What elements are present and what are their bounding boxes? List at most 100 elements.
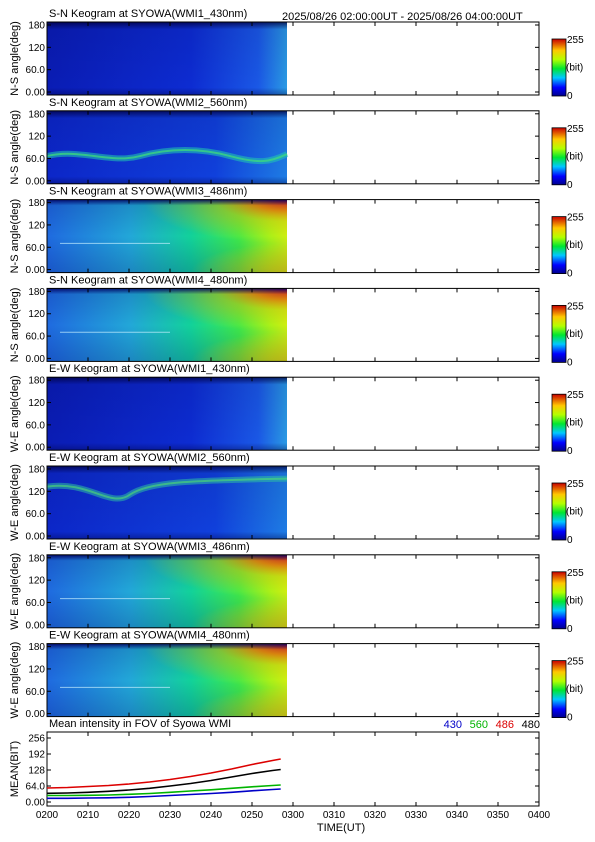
- ytick-label: 0.00: [26, 443, 46, 454]
- time-range-label: 2025/08/26 02:00:00UT - 2025/08/26 04:00…: [282, 11, 523, 23]
- ytick-label: 60.0: [26, 420, 46, 431]
- ytick-label: 120: [28, 220, 45, 231]
- ytick-label: 180: [28, 109, 45, 120]
- colorbar-unit-label: (bit): [566, 63, 583, 74]
- colorbar-unit-label: (bit): [566, 507, 583, 518]
- ytick-label: 0.00: [26, 709, 46, 720]
- xtick-label: 0220: [118, 810, 141, 821]
- ytick-label: 256: [28, 734, 45, 745]
- colorbar: [551, 482, 567, 541]
- keogram-shade: [47, 22, 287, 95]
- xtick-label: 0230: [159, 810, 182, 821]
- keogram-image: [47, 288, 287, 362]
- ytick-label: 0.00: [26, 265, 46, 276]
- panel-title: S-N Keogram at SYOWA(WMI3_486nm): [49, 186, 247, 198]
- colorbar-max-label: 255: [567, 213, 584, 224]
- xtick-label: 0400: [528, 810, 551, 821]
- ytick-label: 120: [28, 398, 45, 409]
- panel-title: E-W Keogram at SYOWA(WMI2_560nm): [49, 452, 250, 464]
- keogram-panel: E-W Keogram at SYOWA(WMI1_430nm) 180 120 60…: [9, 363, 584, 457]
- colorbar-unit-label: (bit): [566, 595, 583, 606]
- ytick-label: 60.0: [26, 154, 46, 165]
- ytick-label: 128: [28, 766, 45, 777]
- series-line-480: [46, 768, 281, 795]
- panel-title: S-N Keogram at SYOWA(WMI4_480nm): [49, 274, 247, 286]
- keogram-shade: [47, 199, 287, 273]
- keogram-image: [47, 554, 287, 628]
- colorbar: [551, 304, 567, 363]
- ytick-label: 180: [28, 553, 45, 564]
- xtick-label: 0340: [446, 810, 469, 821]
- colorbar: [551, 660, 567, 718]
- chart-title: Mean intensity in FOV of Syowa WMI: [49, 718, 231, 730]
- ytick-label: 0.00: [26, 88, 46, 99]
- panel-title: E-W Keogram at SYOWA(WMI4_480nm): [49, 630, 250, 642]
- colorbar-max-label: 255: [567, 35, 584, 46]
- xtick-label: 0330: [405, 810, 428, 821]
- colorbar-max-label: 255: [567, 657, 584, 668]
- ytick-label: 0.00: [26, 620, 46, 631]
- keogram-panel: E-W Keogram at SYOWA(WMI3_486nm) 180 120 60…: [9, 541, 584, 635]
- series-line-560: [47, 784, 281, 797]
- keogram-panel: S-N Keogram at SYOWA(WMI2_560nm) 180 120 60…: [9, 97, 584, 191]
- panel-ylabel: N-S angle(deg): [9, 288, 21, 363]
- xtick-label: 0240: [200, 810, 223, 821]
- panel-ylabel: N-S angle(deg): [9, 199, 21, 274]
- keogram-shade: [47, 643, 287, 717]
- y-axis-label: MEAN(BIT): [9, 741, 21, 797]
- colorbar-max-label: 255: [567, 124, 584, 135]
- xtick-label: 0310: [323, 810, 346, 821]
- keogram-image: [47, 377, 287, 451]
- keogram-image: [46, 110, 289, 184]
- ytick-label: 180: [28, 642, 45, 653]
- ytick-label: 60.0: [26, 687, 46, 698]
- panel-ylabel: W-E angle(deg): [9, 464, 21, 541]
- legend-480: 480: [522, 719, 540, 731]
- legend-560: 560: [470, 719, 488, 731]
- panel-ylabel: W-E angle(deg): [9, 375, 21, 452]
- colorbar-unit-label: (bit): [566, 418, 583, 429]
- ytick-label: 0.00: [26, 176, 46, 187]
- ytick-label: 60.0: [26, 598, 46, 609]
- colorbar-unit-label: (bit): [566, 329, 583, 340]
- ytick-label: 60.0: [26, 509, 46, 520]
- ytick-label: 120: [28, 576, 45, 587]
- xtick-label: 0320: [364, 810, 387, 821]
- keogram-shade: [47, 288, 287, 362]
- xtick-label: 0300: [282, 810, 305, 821]
- colorbar: [551, 38, 567, 97]
- colorbar-unit-label: (bit): [566, 684, 583, 695]
- colorbar: [551, 216, 567, 275]
- keogram-image: [47, 643, 287, 717]
- keogram-panel: E-W Keogram at SYOWA(WMI4_480nm) 180 120 60…: [9, 630, 584, 724]
- ytick-label: 60.0: [26, 332, 46, 343]
- xtick-label: 0250: [241, 810, 264, 821]
- xtick-label: 0210: [77, 810, 100, 821]
- ytick-label: 180: [28, 198, 45, 209]
- colorbar-min-label: 0: [567, 624, 573, 635]
- colorbar: [551, 127, 567, 186]
- legend-486: 486: [496, 719, 514, 731]
- colorbar-min-label: 0: [567, 713, 573, 724]
- keogram-shade: [47, 110, 287, 184]
- ytick-label: 64.0: [26, 782, 46, 793]
- colorbar-min-label: 0: [567, 446, 573, 457]
- panel-ylabel: W-E angle(deg): [9, 642, 21, 719]
- colorbar-min-label: 0: [567, 269, 573, 280]
- keogram-panels: S-N Keogram at SYOWA(WMI1_430nm) 180 120 60…: [9, 8, 584, 724]
- colorbar-max-label: 255: [567, 390, 584, 401]
- colorbar-min-label: 0: [567, 91, 573, 102]
- colorbar-unit-label: (bit): [566, 240, 583, 251]
- series-line-430: [47, 788, 281, 800]
- ytick-label: 120: [28, 309, 45, 320]
- x-axis-label: TIME(UT): [317, 822, 365, 834]
- colorbar-max-label: 255: [567, 301, 584, 312]
- mean-intensity-chart: Mean intensity in FOV of Syowa WMI 480 486…: [9, 718, 551, 834]
- colorbar: [551, 571, 567, 630]
- keogram-shade: [47, 554, 287, 628]
- keogram-image: [46, 466, 288, 539]
- legend-430: 430: [444, 719, 462, 731]
- xtick-label: 0200: [36, 810, 59, 821]
- ytick-label: 180: [28, 21, 45, 32]
